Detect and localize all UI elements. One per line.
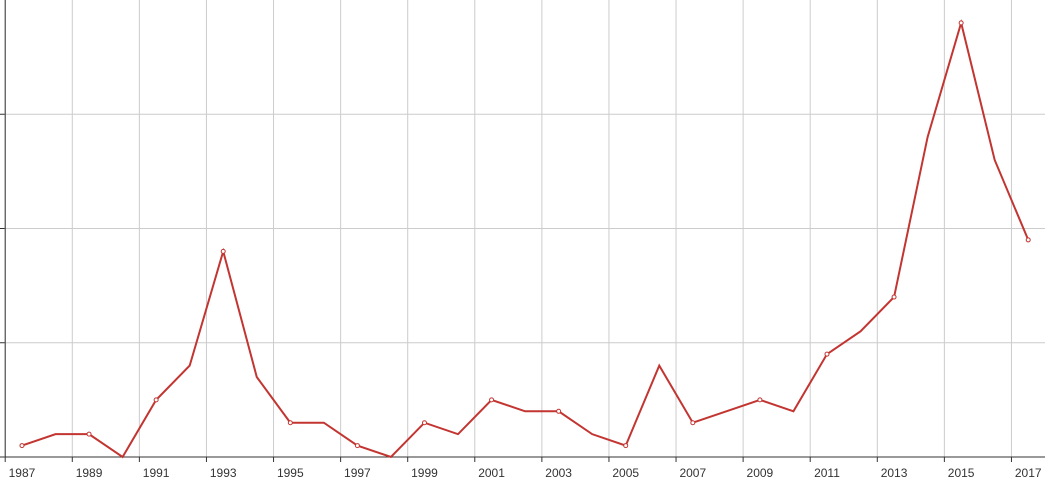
point [489, 397, 495, 403]
x-tick-label: 2013 [881, 466, 908, 480]
point [19, 443, 25, 449]
x-tick-label: 1989 [76, 466, 103, 480]
x-tick-label: 2015 [948, 466, 975, 480]
x-tick-label: 2011 [814, 466, 840, 480]
x-tick-label: 1999 [411, 466, 438, 480]
point [287, 420, 293, 426]
x-tick-label: 1991 [143, 466, 170, 480]
point [824, 351, 830, 357]
point [623, 443, 629, 449]
point [690, 420, 696, 426]
point [220, 248, 226, 254]
x-tick-label: 1993 [210, 466, 237, 480]
x-tick-label: 2003 [545, 466, 572, 480]
x-tick-label: 2005 [612, 466, 639, 480]
x-tick-label: 1995 [277, 466, 304, 480]
point [354, 443, 360, 449]
point [153, 397, 159, 403]
point [1025, 237, 1031, 243]
point [757, 397, 763, 403]
point [958, 20, 964, 26]
x-tick-label: 1987 [9, 466, 36, 480]
point [891, 294, 897, 300]
x-tick-label: 2007 [679, 466, 706, 480]
point [86, 431, 92, 437]
x-tick-label: 2001 [478, 466, 505, 480]
x-tick-label: 1997 [344, 466, 371, 480]
line [21, 19, 1030, 459]
point [421, 420, 427, 426]
point [556, 408, 562, 414]
x-tick-label: 2009 [747, 466, 774, 480]
x-tick-label: 2017 [1015, 466, 1042, 480]
